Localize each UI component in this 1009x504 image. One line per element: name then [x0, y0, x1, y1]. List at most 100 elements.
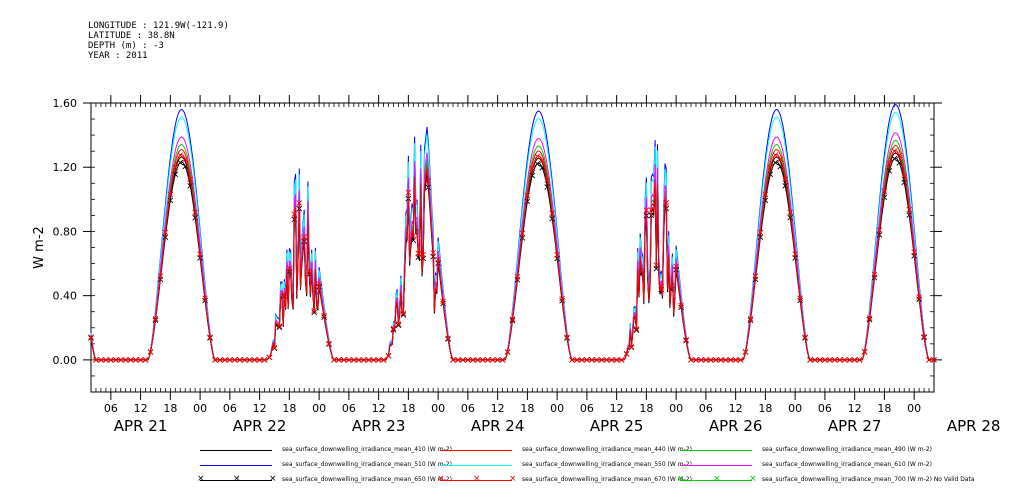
series-marker-7: [236, 357, 243, 363]
series-marker-6: [633, 327, 640, 333]
y-tick-label: 0.40: [53, 290, 78, 303]
series-marker-7: [717, 357, 724, 363]
legend-swatch: [200, 480, 272, 481]
series-marker-6: [534, 160, 541, 167]
series-marker-7: [380, 357, 387, 363]
series-marker-7: [931, 357, 937, 363]
series-marker-7: [494, 357, 501, 363]
series-marker-7: [693, 357, 699, 363]
series-marker-7: [385, 352, 392, 359]
series-marker-7: [822, 357, 828, 363]
longitude-label: LONGITUDE : 121.9W(-121.9): [88, 21, 229, 31]
date-label: APR 25: [590, 417, 644, 435]
series-marker-7: [460, 357, 466, 363]
series-marker-7: [222, 357, 228, 363]
series-marker-7: [737, 357, 744, 363]
legend-label: sea_surface_downwelling_irradiance_mean_…: [522, 446, 692, 453]
series-marker-7: [365, 357, 372, 363]
series-marker-7: [88, 334, 94, 340]
series-marker-7: [217, 357, 223, 363]
series-marker-7: [777, 156, 784, 162]
series-marker-7: [688, 357, 694, 363]
series-marker-6: [425, 184, 432, 191]
series-marker-7: [817, 357, 823, 363]
series-marker-7: [137, 357, 144, 363]
x-tick-label: 12: [848, 402, 862, 415]
series-marker-7: [425, 177, 432, 184]
year-label: YEAR : 2011: [88, 51, 148, 61]
legend-swatch: [200, 450, 272, 451]
series-marker-7: [251, 357, 258, 363]
legend-swatch: [440, 480, 512, 481]
series-marker-7: [435, 256, 441, 263]
x-tick-label: 12: [253, 402, 267, 415]
series-marker-7: [901, 172, 908, 179]
series-marker-6: [787, 214, 794, 221]
series-marker-7: [648, 207, 655, 213]
series-marker-7: [301, 234, 308, 240]
series-marker-7: [246, 357, 253, 363]
series-marker-7: [633, 326, 640, 332]
series-marker-7: [331, 357, 337, 363]
series-marker-7: [772, 152, 779, 158]
series-marker-7: [846, 357, 853, 363]
series-marker-7: [712, 357, 719, 363]
series-marker-7: [241, 357, 248, 363]
legend-swatch: [440, 465, 512, 466]
legend-label: sea_surface_downwelling_irradiance_mean_…: [762, 476, 975, 483]
series-marker-7: [321, 312, 327, 319]
series-marker-7: [316, 281, 322, 287]
series-marker-7: [732, 357, 739, 363]
series-marker-7: [519, 230, 526, 237]
x-tick-label: 12: [610, 402, 624, 415]
series-marker-7: [355, 357, 362, 363]
x-tick-label: 18: [401, 402, 415, 415]
series-marker-7: [524, 192, 531, 199]
series-marker-7: [678, 302, 684, 309]
y-tick-label: 1.60: [53, 97, 78, 110]
series-marker-7: [569, 357, 575, 363]
series-marker-7: [127, 357, 134, 363]
series-marker-7: [311, 307, 317, 314]
series-marker-7: [157, 273, 164, 280]
series-marker-7: [866, 315, 873, 321]
series-line-6: [90, 157, 934, 361]
series-marker-7: [554, 251, 560, 258]
series-marker-7: [370, 357, 377, 363]
series-marker-7: [757, 229, 764, 236]
series-marker-7: [752, 273, 759, 280]
series-marker-7: [296, 200, 303, 206]
series-marker-7: [683, 336, 689, 343]
legend-swatch: [200, 465, 272, 466]
series-marker-7: [117, 357, 124, 363]
series-marker-7: [455, 357, 461, 363]
series-marker-7: [782, 176, 789, 182]
series-marker-7: [792, 251, 798, 257]
series-marker-7: [470, 357, 476, 363]
legend-swatch: [680, 450, 752, 451]
series-marker-7: [628, 344, 635, 350]
series-marker-7: [787, 209, 794, 216]
series-marker-7: [147, 348, 154, 355]
x-tick-label: 18: [877, 402, 891, 415]
date-label: APR 23: [352, 417, 406, 435]
series-marker-7: [876, 227, 883, 233]
series-marker-7: [276, 323, 283, 329]
series-marker-7: [479, 357, 486, 363]
series-marker-7: [861, 348, 868, 355]
y-tick-label: 0.00: [53, 354, 78, 367]
series-marker-7: [341, 357, 347, 363]
series-marker-7: [202, 295, 208, 301]
series-marker-7: [881, 188, 888, 195]
x-tick-label: 18: [758, 402, 772, 415]
series-marker-7: [514, 273, 521, 280]
series-line-1: [90, 144, 934, 361]
series-marker-6: [549, 215, 555, 222]
series-marker-7: [286, 265, 293, 272]
date-label: APR 28: [947, 417, 1001, 435]
date-label: APR 21: [114, 417, 168, 435]
series-marker-7: [395, 321, 402, 327]
series-marker-7: [415, 250, 422, 257]
x-tick-label: 18: [282, 402, 296, 415]
